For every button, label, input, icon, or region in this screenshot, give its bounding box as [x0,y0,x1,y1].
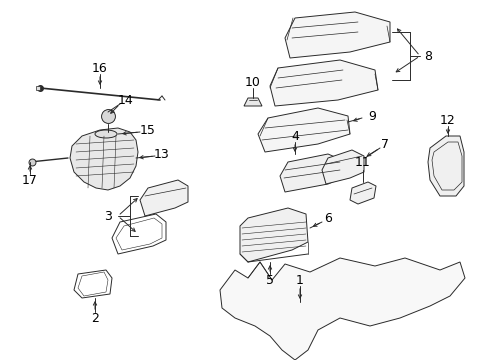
Text: 16: 16 [92,62,108,75]
Text: 10: 10 [244,76,261,89]
Polygon shape [427,136,463,196]
Text: 6: 6 [324,212,331,225]
Polygon shape [220,258,464,360]
Polygon shape [244,98,262,106]
Text: 13: 13 [154,148,169,162]
Text: 2: 2 [91,311,99,324]
Polygon shape [140,180,187,216]
Text: 7: 7 [380,138,388,150]
Polygon shape [321,150,363,184]
Text: 5: 5 [265,274,273,287]
Text: 11: 11 [354,157,370,170]
Polygon shape [269,60,377,106]
Text: 12: 12 [439,113,455,126]
Polygon shape [285,12,389,58]
Text: 3: 3 [104,210,112,222]
Text: 1: 1 [295,274,304,287]
Text: 9: 9 [367,109,375,122]
Polygon shape [258,108,349,152]
Text: 15: 15 [140,123,156,136]
Polygon shape [70,128,138,190]
Text: 14: 14 [118,94,134,107]
Ellipse shape [95,130,117,138]
Polygon shape [280,154,341,192]
Polygon shape [349,182,375,204]
Polygon shape [240,208,307,262]
Text: 8: 8 [423,49,431,63]
Text: 4: 4 [290,130,298,143]
Text: 17: 17 [22,174,38,186]
